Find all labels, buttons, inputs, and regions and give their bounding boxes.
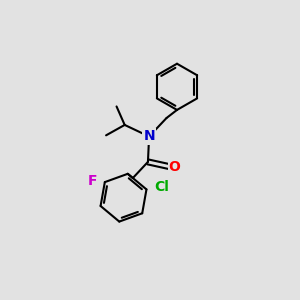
Text: N: N <box>143 130 155 143</box>
Text: O: O <box>169 160 181 173</box>
Text: F: F <box>87 174 97 188</box>
Text: Cl: Cl <box>154 180 169 194</box>
